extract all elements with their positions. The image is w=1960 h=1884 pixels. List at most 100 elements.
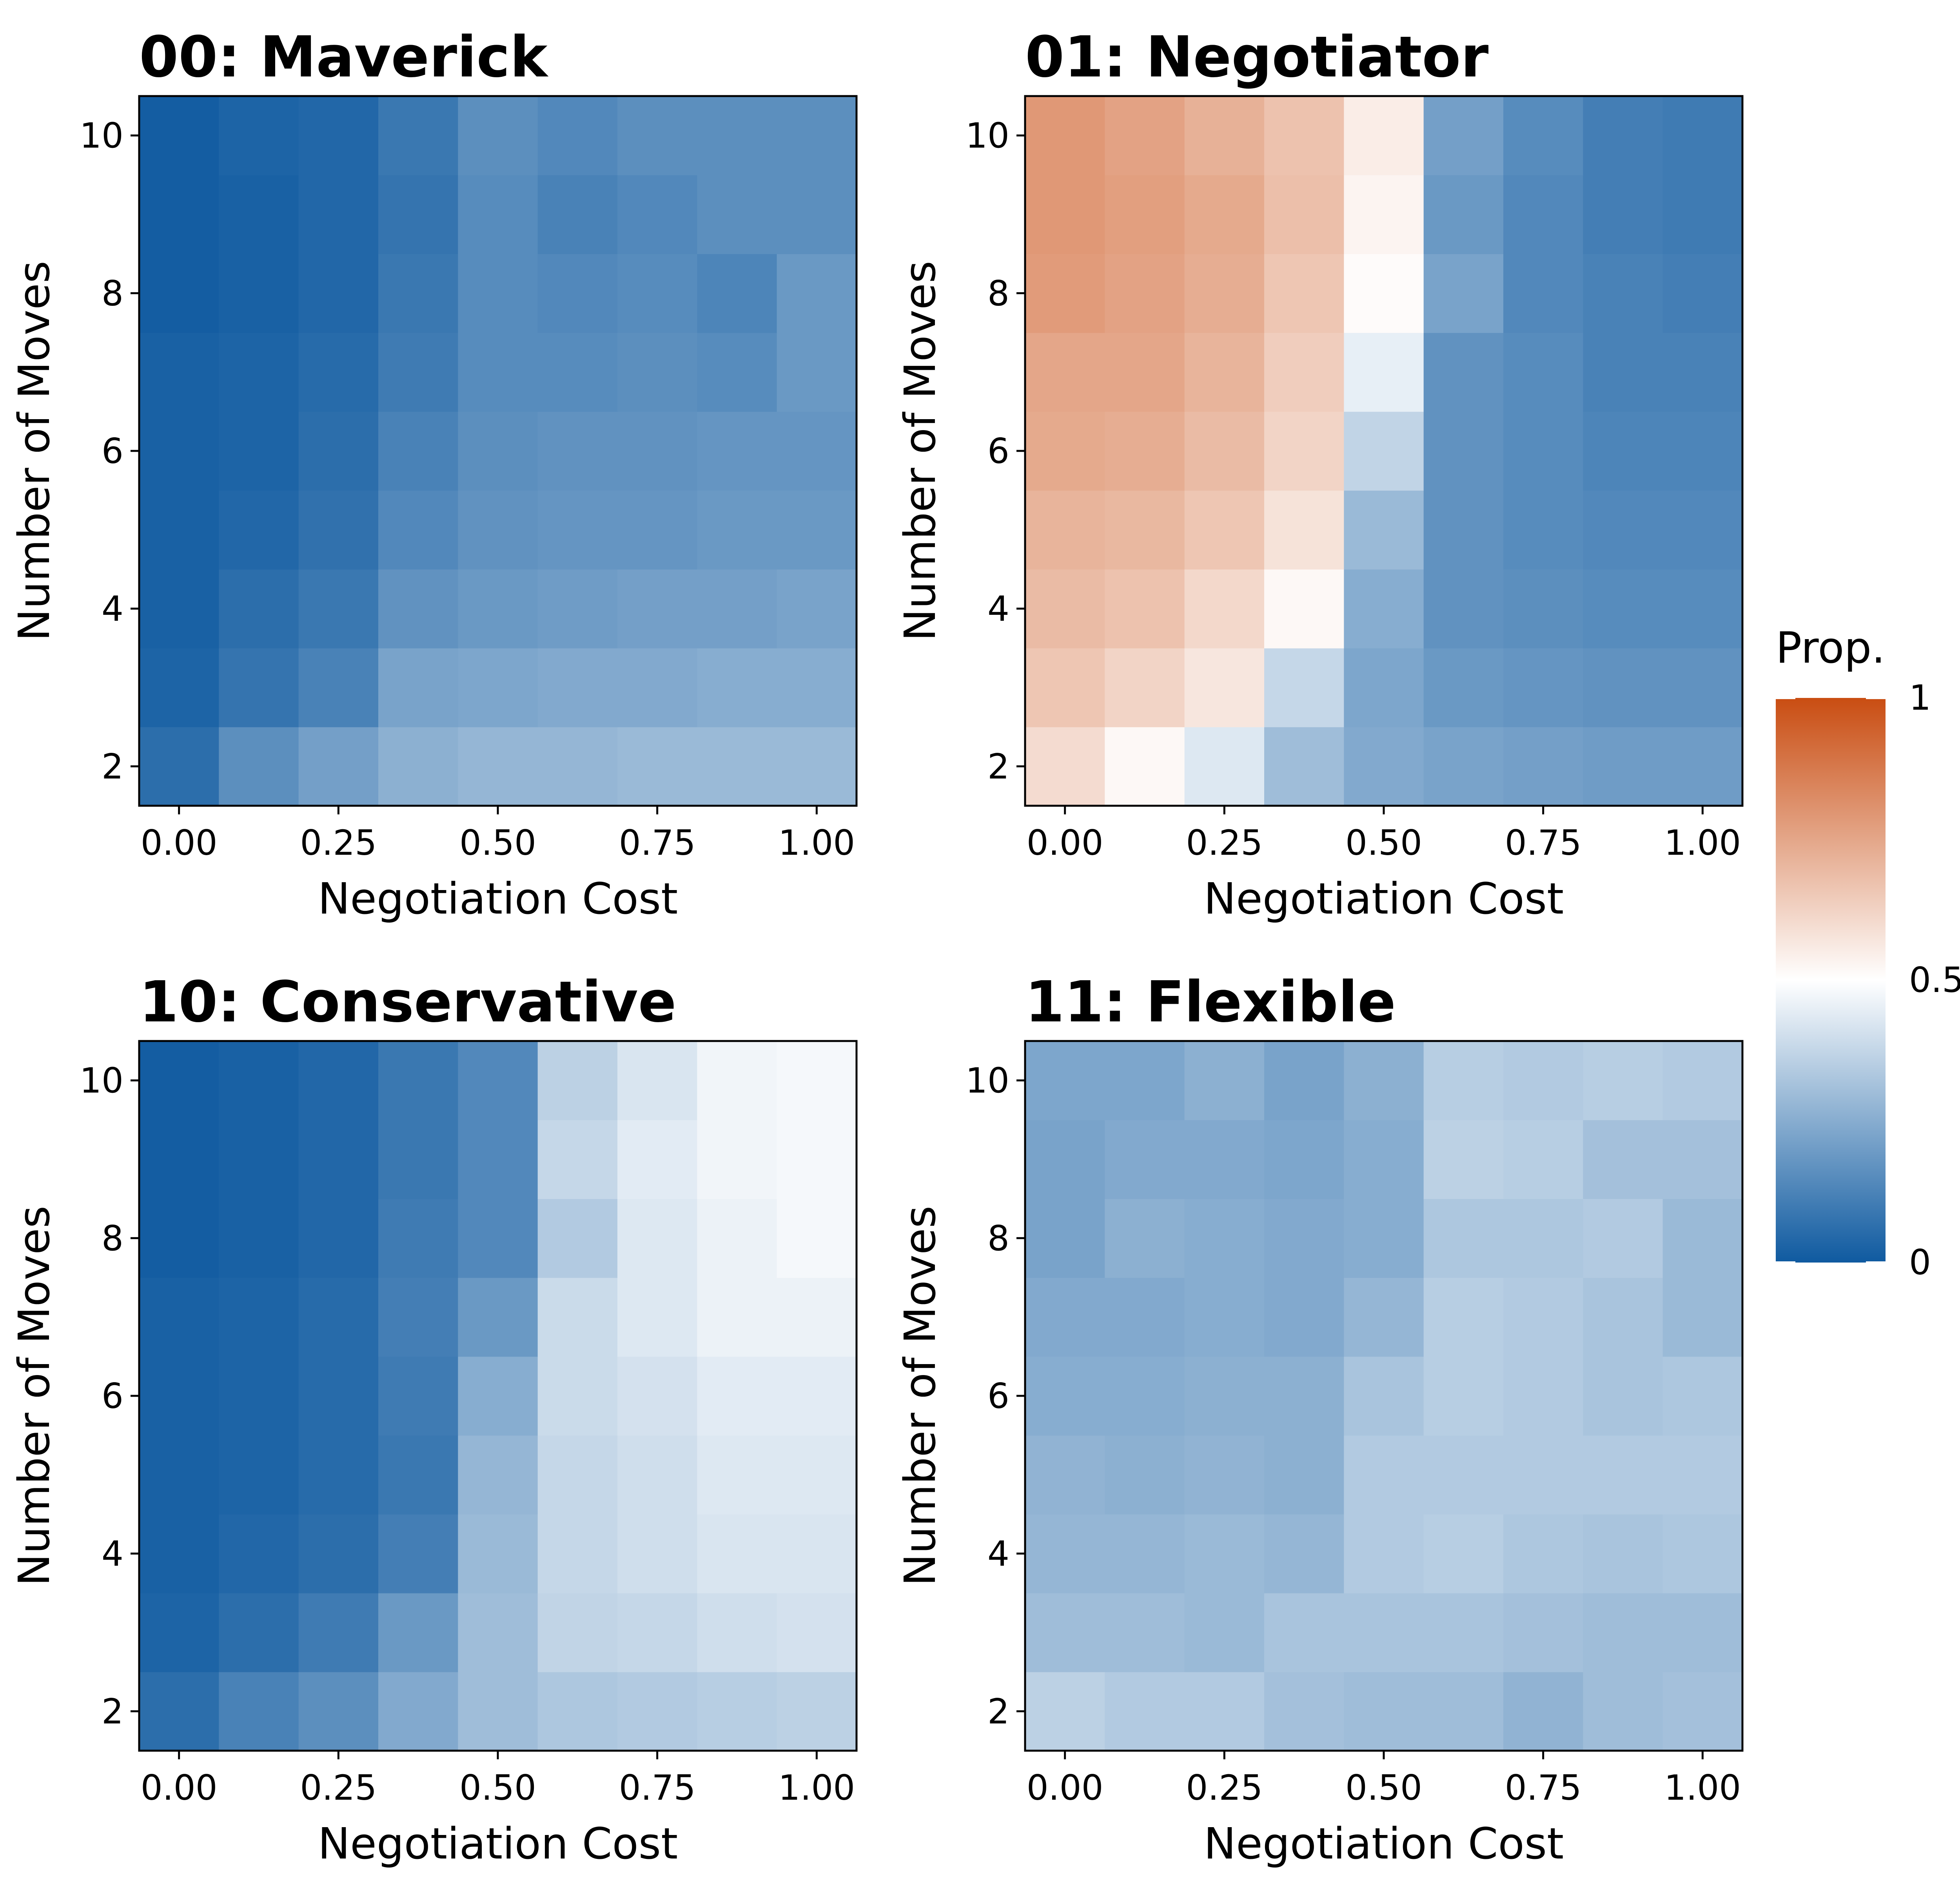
y-axis-title: Number of Moves — [9, 1206, 59, 1586]
heatmap-cell — [697, 1671, 777, 1751]
heatmap-cell — [777, 1199, 857, 1278]
heatmap-cell — [1025, 1593, 1105, 1672]
y-tick-label: 2 — [102, 746, 123, 787]
heatmap-cell — [139, 96, 220, 175]
heatmap-cell — [617, 1514, 698, 1593]
heatmap-cell — [1105, 1041, 1185, 1120]
x-tick-label: 1.00 — [778, 1768, 855, 1808]
heatmap-cell — [1423, 1593, 1504, 1672]
heatmap-cell — [1105, 1514, 1185, 1593]
heatmap-cell — [777, 1041, 857, 1120]
heatmap-cell — [219, 1277, 299, 1357]
heatmap-cell — [1264, 1435, 1345, 1515]
x-tick-label: 1.00 — [778, 823, 855, 863]
y-tick-label: 8 — [987, 273, 1009, 314]
y-tick-label: 10 — [965, 1061, 1009, 1101]
y-tick-label: 2 — [987, 746, 1009, 787]
heatmap-cell — [777, 96, 857, 175]
heatmap-cell — [458, 411, 538, 491]
heatmap-cell — [139, 411, 220, 491]
heatmap-cell — [617, 332, 698, 412]
heatmap-cell — [378, 1277, 459, 1357]
heatmap-cell — [139, 1671, 220, 1751]
heatmap-cell — [139, 254, 220, 333]
heatmap-cell — [777, 1356, 857, 1436]
heatmap-cell — [1344, 490, 1424, 570]
heatmap-cell — [1423, 332, 1504, 412]
heatmap-cell — [219, 96, 299, 175]
heatmap-cell — [298, 1514, 379, 1593]
heatmap-cell — [1344, 1199, 1424, 1278]
heatmap-cell — [1344, 1671, 1424, 1751]
heatmap-cell — [1423, 569, 1504, 649]
heatmap-cell — [219, 1435, 299, 1515]
y-tick-label: 2 — [987, 1691, 1009, 1731]
heatmap-cell — [777, 648, 857, 727]
y-tick-label: 6 — [987, 431, 1009, 471]
heatmap-cell — [1583, 1356, 1663, 1436]
heatmap-cell — [458, 648, 538, 727]
heatmap-cell — [1105, 1356, 1185, 1436]
heatmap-cell — [298, 1041, 379, 1120]
heatmap-cell — [617, 1671, 698, 1751]
heatmap-cell — [1184, 96, 1265, 175]
heatmap-cell — [1344, 1593, 1424, 1672]
heatmap-cell — [1264, 1671, 1345, 1751]
heatmap-cell — [697, 96, 777, 175]
x-axis-title: Negotiation Cost — [318, 1819, 678, 1869]
heatmap-cell — [1344, 569, 1424, 649]
heatmap-cell — [1503, 254, 1584, 333]
heatmap-cell — [378, 254, 459, 333]
heatmap-cell — [378, 490, 459, 570]
heatmap-cell — [1184, 411, 1265, 491]
heatmap-cell — [1025, 490, 1105, 570]
heatmap-cell — [139, 1593, 220, 1672]
heatmap-cell — [1184, 490, 1265, 570]
heatmap-cell — [378, 1671, 459, 1751]
heatmap-cell — [777, 411, 857, 491]
heatmap-panel: 10: Conservative 0.00 0.25 0.50 0.75 1.00 2 4 6 8… — [9, 969, 858, 1869]
heatmap-cell — [458, 254, 538, 333]
heatmap-cell — [1025, 1041, 1105, 1120]
heatmap-cell — [378, 411, 459, 491]
heatmap-cell — [697, 1514, 777, 1593]
heatmap-cell — [1662, 254, 1743, 333]
x-tick-label: 0.75 — [1505, 1768, 1582, 1808]
heatmap-cell — [537, 332, 618, 412]
heatmap-cell — [1662, 332, 1743, 412]
heatmap-cell — [777, 1277, 857, 1357]
heatmap-cell — [139, 332, 220, 412]
heatmap-cell — [219, 490, 299, 570]
heatmap-cell — [1264, 1514, 1345, 1593]
heatmap-cell — [537, 490, 618, 570]
heatmap-cell — [1583, 1199, 1663, 1278]
heatmap-cell — [378, 727, 459, 806]
heatmap-panel: 00: Maverick 0.00 0.25 0.50 0.75 1.00 2 4 6 8 10 Ne… — [9, 24, 858, 924]
heatmap-cell — [1423, 1356, 1504, 1436]
heatmap-cell — [1503, 1671, 1584, 1751]
heatmap-cell — [1583, 1120, 1663, 1199]
heatmap-cell — [219, 332, 299, 412]
heatmap-cell — [1503, 490, 1584, 570]
heatmap-cell — [458, 1277, 538, 1357]
heatmap-cell — [1264, 727, 1345, 806]
heatmap-cell — [458, 96, 538, 175]
x-tick-label: 0.25 — [1186, 1768, 1263, 1808]
heatmap-cell — [1583, 411, 1663, 491]
heatmap-cell — [139, 1277, 220, 1357]
heatmap-cell — [1423, 411, 1504, 491]
heatmap-cell — [1025, 569, 1105, 649]
heatmap-cell — [1105, 569, 1185, 649]
heatmap-cell — [219, 727, 299, 806]
heatmap-cell — [777, 490, 857, 570]
heatmap-cell — [1503, 1514, 1584, 1593]
heatmap-cell — [1025, 1277, 1105, 1357]
heatmap-cell — [1025, 1514, 1105, 1593]
heatmap-cell — [1503, 648, 1584, 727]
heatmap-cell — [458, 490, 538, 570]
heatmap-cell — [1184, 648, 1265, 727]
legend: Prop. 1 0.5 0 — [1776, 623, 1960, 1283]
heatmap-cell — [219, 411, 299, 491]
heatmap-cell — [1583, 1041, 1663, 1120]
x-tick-label: 0.00 — [1027, 1768, 1103, 1808]
